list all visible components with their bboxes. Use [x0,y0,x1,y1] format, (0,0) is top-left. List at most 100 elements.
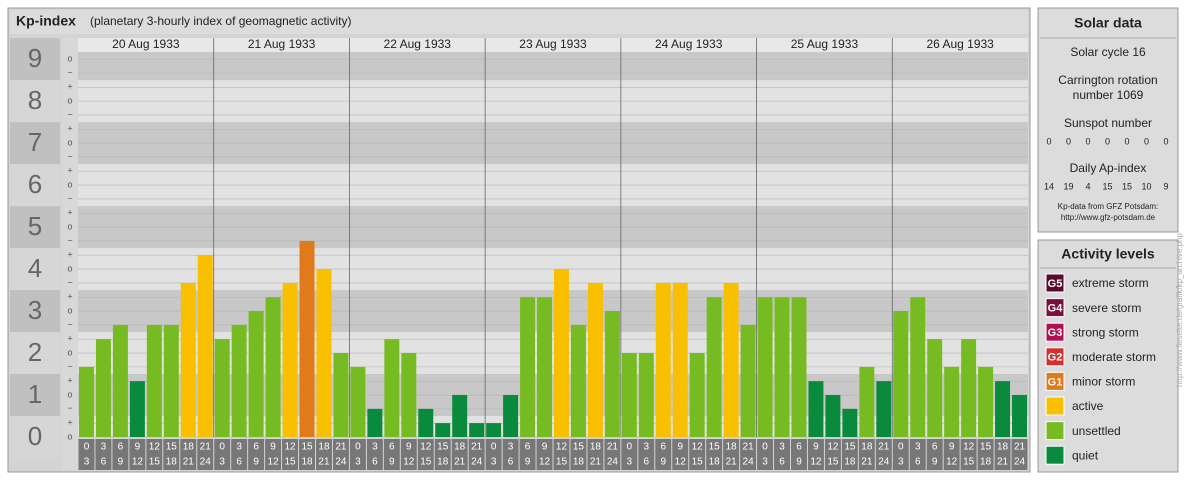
bar [723,282,739,437]
source-url: http://www.fieseler.de/grafik/kp_archive… [1175,233,1184,387]
x-tick-label: 18 [183,442,195,453]
x-tick-label: 18 [318,442,330,453]
x-tick-label: 12 [827,442,839,453]
bar [452,395,468,437]
x-tick-label: 3 [898,457,904,468]
y-tick-label: 3 [28,295,42,325]
date-label: 23 Aug 1933 [519,37,587,51]
x-tick-label: 12 [420,442,432,453]
bar [486,423,502,437]
hour-cell [604,439,621,470]
x-tick-label: 24 [607,457,619,468]
bar [401,353,417,437]
minor-tick-label: o [67,95,72,105]
hour-cell [621,439,638,470]
hour-cell [180,439,197,470]
minor-tick-label: − [67,319,72,329]
x-tick-label: 21 [183,457,195,468]
minor-tick-label: − [67,151,72,161]
bar [503,395,519,437]
level-label: quiet [1072,448,1099,462]
sunspot-value: 0 [1144,136,1149,146]
x-tick-label: 3 [101,442,107,453]
level-swatch [1045,396,1065,416]
y-tick-label: 0 [28,421,42,451]
bar [910,297,926,437]
minor-tick-label: + [67,334,72,344]
x-tick-label: 3 [508,442,514,453]
bar [95,339,111,437]
x-tick-label: 15 [573,442,585,453]
chart-subtitle: (planetary 3-hourly index of geomagnetic… [90,14,351,28]
hour-cell [723,439,740,470]
date-label: 22 Aug 1933 [384,37,452,51]
bar [554,269,569,437]
bar [316,269,332,437]
x-tick-label: 3 [915,442,921,453]
minor-tick-label: + [67,208,72,218]
hour-cell [366,439,383,470]
x-tick-label: 18 [437,457,449,468]
x-tick-label: 3 [779,442,785,453]
level-label: severe storm [1072,301,1141,315]
bar [146,324,162,437]
ap-value: 10 [1141,181,1151,191]
x-tick-label: 0 [84,442,90,453]
x-tick-label: 15 [709,442,721,453]
ap-label: Daily Ap-index [1070,161,1147,175]
minor-tick-label: o [67,431,72,441]
minor-tick-label: + [67,124,72,134]
bar [367,408,383,437]
x-tick-label: 24 [1014,457,1026,468]
bar [774,297,790,437]
bar [520,297,536,437]
level-swatch [1045,421,1065,441]
hour-cell [231,439,248,470]
x-tick-label: 12 [810,457,822,468]
bar [282,282,298,437]
x-tick-label: 6 [236,457,242,468]
x-tick-label: 0 [219,442,225,453]
carrington: Carrington rotation [1058,73,1157,87]
hour-cell [299,439,315,470]
axis-band [10,122,60,165]
x-tick-label: 9 [542,442,548,453]
hour-cell [824,439,841,470]
hour-cell [163,439,180,470]
x-tick-label: 6 [660,442,666,453]
x-tick-label: 15 [437,442,449,453]
hour-cell [112,439,129,470]
bar [129,381,145,437]
bar [893,311,909,437]
x-tick-label: 15 [556,457,568,468]
x-tick-label: 15 [844,442,856,453]
x-tick-label: 21 [471,442,483,453]
hour-cell [78,439,95,470]
x-tick-label: 21 [200,442,212,453]
hour-cell [434,439,451,470]
bar [248,311,264,437]
minor-tick-label: − [67,193,72,203]
x-tick-label: 6 [779,457,785,468]
bar [214,339,230,437]
x-tick-label: 3 [627,457,633,468]
x-tick-label: 6 [508,457,514,468]
x-tick-label: 15 [963,457,975,468]
level-swatch [1045,445,1065,465]
hour-cell [858,439,875,470]
minor-tick-label: + [67,292,72,302]
x-tick-label: 15 [284,457,296,468]
y-tick-label: 5 [28,211,42,241]
hour-cell [587,439,604,470]
x-tick-label: 21 [726,457,738,468]
level-label: unsettled [1072,424,1121,438]
bar [706,297,722,437]
sunspot-value: 0 [1105,136,1110,146]
hour-cell [316,439,332,470]
x-tick-label: 9 [270,442,276,453]
axis-band [10,164,60,207]
level-swatch [1045,347,1065,367]
ap-value: 4 [1085,181,1090,191]
bar [825,395,841,437]
